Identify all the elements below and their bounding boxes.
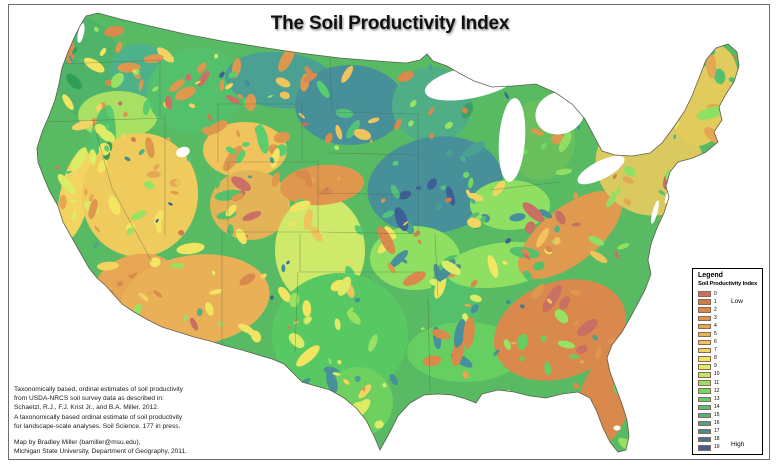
map-state-lines (44, 57, 561, 393)
legend-color-swatch (698, 428, 711, 435)
legend-row: 11 (698, 379, 762, 387)
legend-row: 0 (698, 290, 762, 298)
legend-class-value: 6 (714, 339, 717, 346)
legend-class-value: 7 (714, 347, 717, 354)
legend-row: 16 (698, 420, 762, 428)
puget-sound (77, 23, 85, 43)
legend-row: 13 (698, 395, 762, 403)
legend-color-swatch (698, 388, 711, 394)
legend-class-value: 16 (714, 420, 720, 427)
legend-class-value: 13 (714, 395, 720, 402)
legend-color-swatch (698, 396, 711, 403)
legend-color-swatch (698, 420, 711, 427)
legend-color-swatch (698, 323, 711, 330)
legend-color-swatch (698, 339, 711, 346)
legend-class-value: 0 (714, 290, 717, 297)
legend-class-value: 10 (714, 371, 720, 378)
legend-class-value: 1 (714, 298, 717, 305)
attribution-line: Michigan State University, Department of… (14, 448, 187, 456)
attribution-line: A taxonomically based ordinal estimate o… (14, 413, 183, 421)
legend-row: 10 (698, 371, 762, 379)
legend-color-swatch (698, 404, 711, 411)
legend-row: 14 (698, 403, 762, 411)
legend-class-value: 17 (714, 428, 720, 435)
lake-erie (577, 155, 625, 185)
legend-class-value: 18 (714, 436, 720, 443)
legend-color-swatch (698, 331, 711, 338)
legend-row: 17 (698, 428, 762, 436)
legend-row: 9 (698, 363, 762, 371)
legend-class-value: 2 (714, 306, 717, 313)
legend-high-label: High (731, 441, 745, 448)
legend-color-swatch (698, 436, 711, 443)
legend-color-swatch (698, 412, 711, 419)
legend-row: 3 (698, 314, 762, 322)
legend-row: 6 (698, 339, 762, 347)
page-title: The Soil Productivity Index (270, 13, 510, 34)
legend-color-swatch (698, 299, 711, 305)
legend-color-swatch (698, 291, 711, 297)
attribution-credit: Map by Bradley Miller (bamiller@msu.edu)… (14, 438, 187, 456)
legend-row: 5 (698, 330, 762, 338)
legend-low-label: Low (731, 298, 743, 305)
attribution-citation: Taxonomically based, ordinal estimates o… (14, 385, 187, 431)
attribution-line: Schaetzl, R.J., F.J. Krist Jr., and B.A.… (14, 404, 159, 412)
legend-color-swatch (698, 347, 711, 354)
lake-okeechobee (613, 425, 621, 431)
legend-class-value: 8 (714, 355, 717, 362)
legend-class-value: 5 (714, 331, 717, 338)
legend-color-swatch (698, 307, 711, 313)
map-speckles (37, 15, 738, 452)
attribution-block: Taxonomically based, ordinal estimates o… (14, 385, 187, 457)
legend-row: 12 (698, 387, 762, 395)
legend-color-swatch (698, 380, 711, 386)
attribution-line: Map by Bradley Miller (bamiller@msu.edu)… (14, 439, 141, 447)
legend-color-swatch (698, 315, 711, 322)
legend-color-swatch (698, 356, 711, 362)
legend-entries: 0 1 2 3 4 5 6 7 8 9 10 11 12 13 14 15 16 17 18 19 (698, 290, 762, 452)
attribution-line: from USDA-NRCS soil survey data as descr… (14, 395, 164, 403)
legend-class-value: 9 (714, 363, 717, 370)
legend-title: Legend (698, 272, 723, 279)
legend-row: 4 (698, 322, 762, 330)
legend-row: 19 (698, 444, 762, 452)
attribution-line: Taxonomically based, ordinal estimates o… (14, 386, 183, 393)
chesapeake-bay (651, 200, 659, 224)
legend-row: 7 (698, 347, 762, 355)
legend-color-swatch (698, 372, 711, 378)
legend-color-swatch (698, 445, 711, 451)
legend-row: 18 (698, 436, 762, 444)
legend-class-value: 3 (714, 314, 717, 321)
lake-michigan (498, 98, 526, 182)
legend-color-swatch (698, 364, 711, 370)
map-national-outline (36, 12, 740, 453)
legend-class-value: 19 (714, 444, 720, 451)
great-salt-lake (176, 146, 190, 158)
legend-row: 8 (698, 355, 762, 363)
legend-row: 15 (698, 411, 762, 419)
legend-class-value: 14 (714, 403, 720, 410)
legend-row: 1 (698, 298, 762, 306)
legend-subtitle: Soil Productivity Index (698, 281, 758, 287)
attribution-line: for landscape-scale analyses. Soil Scien… (14, 422, 181, 430)
legend-class-value: 11 (714, 379, 720, 386)
legend-class-value: 12 (714, 387, 720, 394)
legend-class-value: 4 (714, 322, 717, 329)
legend-class-value: 15 (714, 411, 720, 418)
legend-row: 2 (698, 306, 762, 314)
